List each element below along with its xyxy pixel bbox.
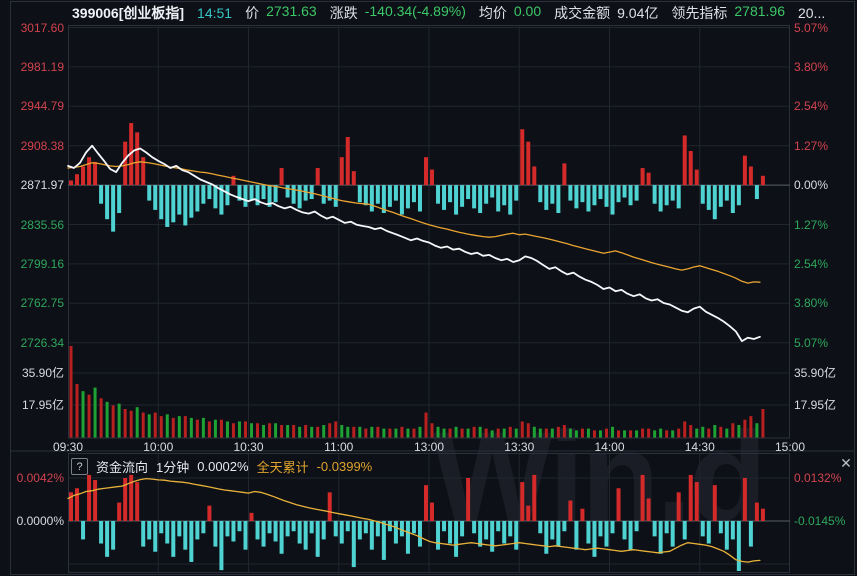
time-axis-tick: 15:00 [774,440,806,454]
avg-price: 0.00 [513,2,542,19]
money-flow-header: ? 资金流向 1分钟 0.0002% 全天累计 -0.0399% [71,457,372,476]
price-line [67,144,761,343]
flow-left-axis-tick: 0.0042% [16,471,64,485]
last-price: 2731.63 [266,2,317,19]
pct-axis-tick: 3.80% [794,296,829,311]
price-axis-tick: 2981.19 [20,59,64,74]
flow-right-axis-tick: -0.0145% [794,514,846,528]
flow-right-axis-tick: 0.0132% [794,471,842,485]
time-axis-tick: 10:30 [233,440,264,454]
price-axis-tick: 2944.79 [20,99,64,114]
change-histogram-bars [69,123,765,232]
flow-interval: 1分钟 [156,460,190,475]
quote-header: 399006[创业板指] 14:51 价 2731.63 涨跌 -140.34(… [72,0,825,25]
time-axis-tick: 09:30 [52,440,84,454]
close-flow-panel-button[interactable]: ✕ [840,455,852,471]
price-field: 价 2731.63 [245,2,317,21]
leading-indicator-value: 2781.96 [734,2,785,19]
time-axis-tick: 13:00 [413,440,445,454]
money-flow-bars [69,474,765,571]
pct-axis-tick: 2.54% [794,99,829,114]
flow-cumulative-label: 全天累计 [256,460,309,475]
pct-axis-tick: 1.27% [794,217,829,232]
pct-axis-tick: 3.80% [794,59,829,74]
quote-time: 14:51 [197,4,233,21]
volume-axis-tick: 35.90亿 [21,366,64,380]
pct-axis-tick: 5.07% [794,335,829,350]
volume-axis-tick: 17.95亿 [21,398,64,412]
price-axis-tick: 2799.16 [20,256,64,271]
pct-axis-tick: 2.54% [794,256,829,271]
volume-axis-tick: 17.95亿 [794,398,837,412]
cumulative-flow-line [67,477,761,563]
price-axis-tick: 2871.97 [20,178,64,193]
leading-indicator-line [67,161,761,284]
symbol-name: 399006[创业板指] [72,4,185,21]
time-axis-tick: 11:00 [324,440,354,454]
volume-axis-tick: 35.90亿 [794,366,837,380]
price-axis-tick: 2908.38 [20,138,64,153]
time-axis-tick: 13:30 [504,440,535,454]
turnover-field: 成交金额 9.04亿 [554,4,659,21]
turnover-amount: 9.04亿 [617,4,659,21]
leading-indicator-field: 领先指标 2781.96 [671,2,785,21]
time-axis-tick: 10:00 [143,440,174,454]
change-field: 涨跌 -140.34(-4.89%) [329,2,466,21]
flow-cumulative-value: -0.0399% [316,459,373,474]
gridlines [68,25,790,573]
time-axis-tick: 14:30 [684,440,715,454]
pct-axis-tick: 5.07% [794,20,829,35]
flow-current-value: 0.0002% [197,459,249,474]
truncated-field: 20... [797,4,826,21]
price-axis-tick: 2835.56 [20,217,64,232]
pct-axis-tick: 0.00% [794,178,829,193]
avg-price-field: 均价 0.00 [478,2,542,21]
price-axis-tick: 2726.34 [20,335,64,350]
price-change: -140.34(-4.89%) [364,2,466,19]
pct-axis-tick: 1.27% [794,138,829,153]
time-axis-tick: 14:00 [594,440,625,454]
price-axis-tick: 2762.75 [20,296,64,311]
price-axis-tick: 3017.60 [20,20,64,35]
help-icon[interactable]: ? [71,458,88,475]
panel-borders [10,1,855,575]
flow-title: 资金流向 [96,460,149,475]
flow-left-axis-tick: 0.0000% [16,514,64,528]
volume-bars [69,346,765,438]
